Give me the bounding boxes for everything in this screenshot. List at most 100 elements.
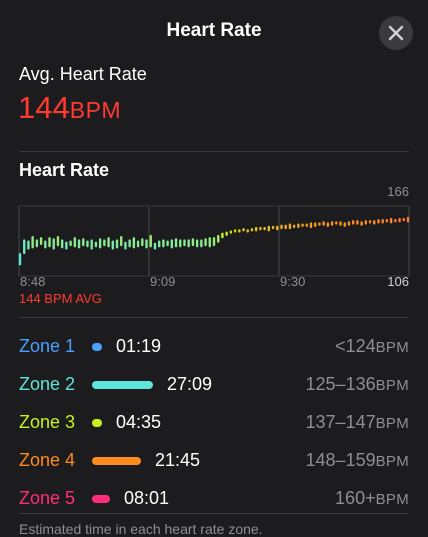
chart-bar: [48, 237, 51, 248]
chart-bar: [238, 229, 241, 233]
zone-range-value: 137–147: [305, 412, 376, 432]
chart-bar: [356, 220, 359, 225]
chart-bar: [174, 238, 178, 248]
zone-time: 01:19: [116, 336, 162, 356]
zone-range-value: <124: [335, 336, 376, 356]
chart-bar: [389, 217, 393, 224]
y-max-label: 166: [387, 184, 409, 199]
x-tick-label: 8:48: [20, 274, 45, 289]
chart-bar: [246, 229, 249, 233]
zone-range: <124BPM: [335, 336, 409, 357]
close-button[interactable]: [379, 16, 413, 50]
chart-bar: [280, 224, 283, 230]
chart-bar: [170, 239, 174, 249]
avg-heart-rate-value: 144BPM: [18, 90, 121, 126]
chart-bar: [263, 226, 266, 231]
zone-time: 04:35: [116, 412, 162, 432]
chart-bar: [343, 222, 346, 227]
chart-bar: [368, 220, 372, 224]
zone-bar: [92, 419, 102, 427]
chart-bar: [120, 236, 123, 247]
chart-bar: [195, 239, 199, 248]
zone-name: Zone 5: [19, 488, 76, 508]
zone-row: Zone 5 08:01 160+BPM: [0, 480, 428, 518]
chart-bar: [217, 234, 220, 243]
chart-bar: [322, 221, 325, 226]
chart-bar: [242, 228, 245, 232]
zone-bar: [92, 381, 153, 389]
zone-range-unit: BPM: [375, 339, 409, 356]
chart-bar: [318, 222, 321, 226]
chart-bar: [267, 225, 271, 232]
chart-bar: [305, 223, 308, 227]
chart-bar: [394, 219, 397, 223]
zone-name: Zone 4: [19, 450, 76, 470]
zone-range: 137–147BPM: [306, 412, 409, 433]
avg-heart-rate-label: Avg. Heart Rate: [19, 64, 147, 84]
chart-bar: [373, 220, 376, 225]
chart-bar: [297, 223, 300, 229]
chart-bar: [309, 222, 313, 229]
zone-bar: [92, 343, 102, 351]
chart-bar: [183, 239, 186, 247]
chart-bar: [284, 224, 287, 230]
zone-range-unit: BPM: [375, 491, 409, 508]
chart-bar: [364, 220, 368, 225]
chart-bar: [44, 240, 47, 249]
zone-range-value: 125–136: [305, 374, 376, 394]
chart-bar: [339, 221, 342, 226]
chart-bar: [35, 239, 39, 248]
chart-bar: [52, 238, 55, 250]
chart-bar: [73, 237, 77, 248]
chart-bar: [398, 217, 401, 223]
chart-bar: [250, 228, 254, 232]
chart-bar: [82, 238, 85, 247]
chart-bar: [60, 239, 64, 249]
chart-bar: [111, 240, 114, 250]
chart-bar: [107, 237, 110, 248]
zone-range-value: 148–159: [305, 450, 376, 470]
chart-bar: [326, 222, 330, 227]
chart-bar: [385, 219, 389, 223]
zone-list: Zone 1 01:19 <124BPM Zone 2 27:09 125–136BPM Z…: [0, 328, 428, 518]
chart-bar: [360, 221, 363, 226]
chart-bar: [221, 232, 224, 239]
zone-name: Zone 1: [19, 336, 76, 356]
chart-bar: [259, 226, 262, 231]
chart-bar: [141, 238, 144, 247]
zone-range-unit: BPM: [375, 415, 409, 432]
zone-range-unit: BPM: [375, 377, 409, 394]
chart-bar: [145, 239, 148, 249]
chart-bar: [124, 241, 127, 250]
zone-time: 27:09: [167, 374, 213, 394]
chart-bar: [86, 240, 89, 248]
chart-bar: [254, 226, 258, 232]
zone-row: Zone 2 27:09 125–136BPM: [0, 366, 428, 404]
chart-bar: [31, 236, 34, 249]
chart-bar: [402, 217, 405, 222]
chart-bar: [115, 239, 119, 249]
zone-range: 160+BPM: [335, 488, 409, 509]
chart-bar: [288, 223, 292, 230]
divider: [19, 151, 409, 152]
chart-bar: [65, 241, 68, 250]
chart-bar: [77, 239, 81, 249]
zone-time: 21:45: [155, 450, 201, 470]
chart-bar: [98, 238, 102, 249]
chart-bar: [271, 225, 275, 230]
chart-bar: [351, 220, 355, 225]
zone-row: Zone 3 04:35 137–147BPM: [0, 404, 428, 442]
chart-bar: [162, 239, 165, 248]
zone-range: 125–136BPM: [306, 374, 409, 395]
chart-bar: [136, 240, 140, 248]
zone-bar: [92, 457, 141, 465]
chart-bar: [212, 237, 216, 247]
chart-bar: [200, 239, 203, 248]
footnote: Estimated time in each heart rate zone.: [19, 521, 263, 537]
chart-bar: [225, 231, 228, 236]
zone-bar: [92, 495, 110, 503]
avg-heart-rate-unit: BPM: [69, 97, 122, 123]
chart-bar: [381, 219, 384, 224]
y-min-label: 106: [387, 274, 409, 289]
zone-row: Zone 1 01:19 <124BPM: [0, 328, 428, 366]
